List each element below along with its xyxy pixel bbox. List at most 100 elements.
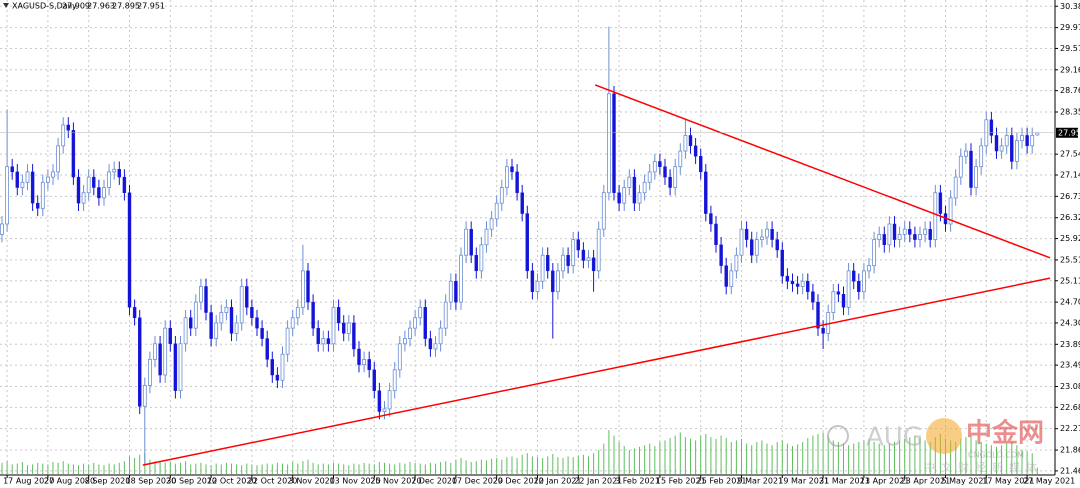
- x-tick-label: 13 Nov 2020: [330, 477, 381, 486]
- volume-bar: [190, 464, 192, 474]
- candle-body: [71, 130, 76, 178]
- volume-bar: [445, 461, 447, 474]
- candle-body: [418, 306, 423, 319]
- candle-body: [551, 270, 555, 292]
- volume-bar: [547, 456, 549, 474]
- y-tick-label: 29.570: [1060, 44, 1080, 53]
- candle-body: [336, 307, 341, 324]
- candle-body: [51, 171, 55, 178]
- candle-body: [438, 327, 443, 345]
- volume-bar: [394, 464, 396, 474]
- volume-bar: [292, 462, 294, 474]
- volume-bar: [511, 456, 513, 474]
- volume-bar: [950, 440, 952, 474]
- candle-body: [372, 369, 376, 391]
- volume-bar: [266, 463, 268, 474]
- volume-bar: [103, 465, 105, 474]
- candle-body: [780, 249, 784, 277]
- volume-bar: [990, 445, 992, 474]
- volume-bar: [174, 463, 176, 474]
- candle-body: [719, 244, 723, 266]
- volume-bar: [241, 465, 243, 474]
- candle-body: [219, 312, 224, 324]
- volume-bar: [965, 437, 967, 474]
- volume-bar: [506, 457, 508, 474]
- volume-bar: [593, 453, 595, 474]
- candle-body: [622, 187, 627, 204]
- candle-body: [571, 239, 576, 267]
- candle-body: [612, 93, 616, 193]
- candle-body: [20, 181, 25, 188]
- volume-bar: [1016, 445, 1018, 474]
- volume-bar: [154, 461, 156, 474]
- trendlines: [142, 84, 1051, 466]
- candle-body: [25, 171, 30, 183]
- trendline: [594, 84, 1051, 259]
- volume-bar: [1001, 445, 1003, 474]
- volume-bar: [914, 435, 916, 474]
- candle-body: [785, 275, 790, 282]
- volume-bar: [725, 438, 727, 474]
- volume-bar: [899, 440, 901, 474]
- candle-body: [852, 270, 856, 282]
- candle-body: [132, 307, 137, 318]
- candle-body: [729, 270, 734, 287]
- volume-bar: [62, 461, 64, 474]
- volume-bar: [730, 442, 732, 474]
- watermark-tagline: 中文财经新媒体: [924, 460, 1043, 474]
- volume-bar: [118, 462, 120, 474]
- volume-bar: [577, 455, 579, 474]
- volume-bar: [251, 464, 253, 474]
- volume-bar: [802, 442, 804, 474]
- candle-body: [882, 234, 886, 246]
- x-tick-label: 8 Sep 2020: [85, 477, 131, 486]
- volume-bar: [149, 459, 151, 474]
- volume-bar: [1031, 453, 1033, 474]
- candle-body: [193, 301, 198, 329]
- header-close: 27.951: [137, 2, 165, 11]
- candle-body: [107, 171, 111, 188]
- candle-body: [663, 166, 667, 178]
- candle-body: [999, 145, 1004, 152]
- volume-bar: [440, 462, 442, 474]
- candle-body: [40, 181, 45, 209]
- volume-bar: [139, 454, 141, 474]
- candle-body: [454, 281, 458, 303]
- candle-body: [678, 150, 683, 168]
- volume-bar: [246, 463, 248, 474]
- candle-body: [102, 187, 106, 199]
- candle-body: [433, 343, 438, 350]
- y-tick-label: 21.460: [1060, 466, 1080, 475]
- y-tick-label: 29.970: [1060, 23, 1080, 32]
- candle-body: [342, 322, 346, 334]
- volume-bar: [868, 438, 870, 474]
- volume-bar: [837, 442, 839, 474]
- volume-bar: [52, 462, 54, 474]
- volume-bar: [384, 462, 385, 474]
- volume-bar: [746, 443, 748, 474]
- candle-body: [255, 317, 259, 329]
- volume-bar: [210, 465, 212, 474]
- candle-body: [270, 359, 274, 376]
- volume-bar: [792, 446, 793, 474]
- volume-bar: [322, 463, 324, 474]
- candle-body: [127, 192, 132, 308]
- volume-bar: [807, 438, 809, 474]
- candle-body: [178, 343, 183, 392]
- volume-bar: [317, 464, 319, 474]
- volume-bar: [695, 440, 697, 474]
- volume-bar: [1026, 451, 1028, 474]
- volume-bar: [348, 465, 350, 474]
- candle-body: [250, 307, 254, 318]
- price-box: [1056, 127, 1078, 138]
- candle-body: [316, 327, 320, 344]
- watermark-icon: [827, 425, 849, 447]
- x-tick-label: 22 Jan 2021: [574, 477, 622, 486]
- volume-bar: [363, 462, 365, 474]
- candle-body: [76, 176, 81, 204]
- candle-body: [958, 155, 963, 178]
- candles: [0, 26, 1040, 466]
- volume-bar: [261, 464, 263, 474]
- candle-body: [530, 270, 535, 292]
- volume-bar: [72, 464, 74, 474]
